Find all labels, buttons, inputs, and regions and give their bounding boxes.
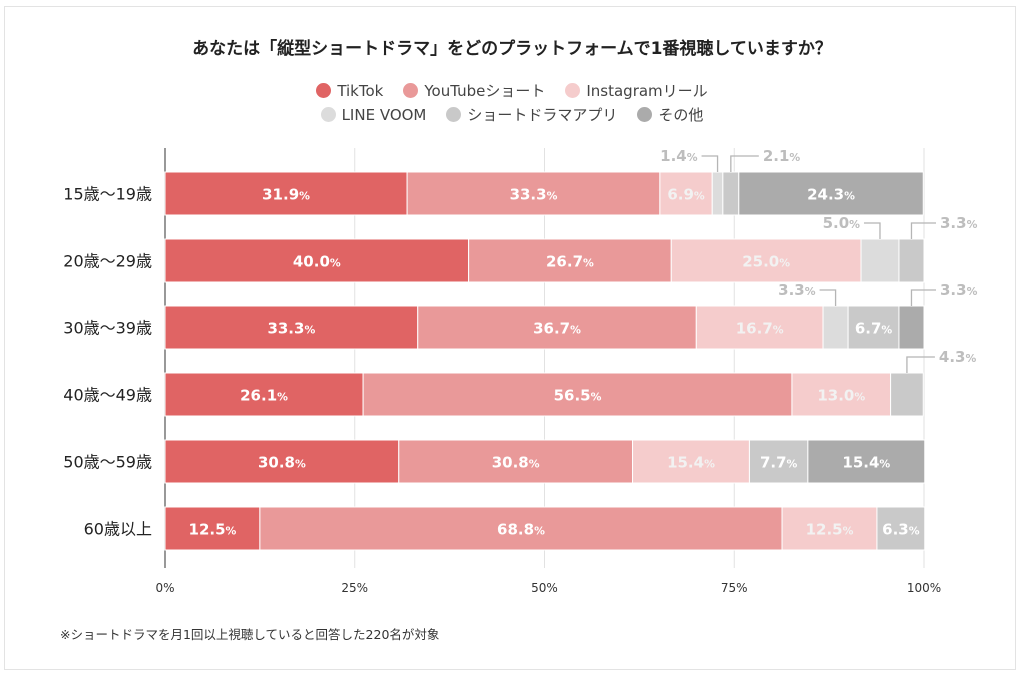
bar-segment (164, 506, 261, 551)
callout-line (910, 289, 936, 306)
data-label: 7.7% (760, 454, 798, 472)
callout-line (906, 356, 935, 373)
bar-segment (417, 305, 697, 350)
x-tick-label: 100% (907, 581, 941, 595)
bar-segment (722, 171, 740, 216)
callout-line (910, 222, 936, 239)
legend-swatch (403, 83, 419, 98)
callout-line (730, 155, 759, 172)
category-label: 20歳〜29歳 (63, 252, 152, 271)
bar-segment (822, 305, 849, 350)
callout-label: 3.3% (940, 214, 978, 232)
bar-segment (847, 305, 900, 350)
legend-item-1: YouTubeショート (403, 80, 545, 101)
legend-row-2: LINE VOOM ショートドラマアプリ その他 (0, 104, 1024, 125)
data-label: 25.0% (742, 253, 790, 271)
data-label: 26.7% (546, 253, 594, 271)
callout-label: 4.3% (939, 348, 977, 366)
category-label: 60歳以上 (84, 520, 152, 539)
data-label: 31.9% (262, 186, 310, 204)
legend-label: ショートドラマアプリ (467, 106, 618, 124)
bar-segment (898, 238, 925, 283)
legend-row-1: TikTok YouTubeショート Instagramリール (0, 80, 1024, 101)
data-label: 40.0% (293, 253, 341, 271)
data-label: 33.3% (267, 320, 315, 338)
x-tick-label: 25% (341, 581, 368, 595)
bar-segment (406, 171, 661, 216)
legend-item-3: LINE VOOM (320, 104, 427, 125)
callout-label: 3.3% (778, 281, 816, 299)
data-label: 6.9% (667, 186, 705, 204)
callout-label: 2.1% (763, 147, 801, 165)
data-label: 15.4% (842, 454, 890, 472)
category-label: 15歳〜19歳 (63, 185, 152, 204)
legend-item-5: その他 (637, 104, 703, 125)
bar-segment (860, 238, 900, 283)
x-tick-label: 0% (155, 581, 174, 595)
bar-segment (632, 439, 750, 484)
data-label: 6.7% (855, 320, 893, 338)
bar-segment (468, 238, 672, 283)
legend-label: その他 (658, 106, 704, 124)
legend-label: LINE VOOM (341, 105, 427, 124)
x-tick-label: 75% (721, 581, 748, 595)
bar-segment (164, 171, 408, 216)
bar-segment (898, 305, 925, 350)
bar-segment (711, 171, 724, 216)
data-label: 12.5% (806, 521, 854, 539)
data-label: 26.1% (240, 387, 288, 405)
bar-segment (164, 372, 364, 417)
callout-label: 5.0% (823, 214, 861, 232)
data-label: 12.5% (189, 521, 237, 539)
bar-segment (791, 372, 892, 417)
footnote: ※ショートドラマを月1回以上視聴していると回答した220名が対象 (60, 627, 440, 642)
data-label: 6.3% (882, 521, 920, 539)
category-label: 50歳〜59歳 (63, 453, 152, 472)
bar-segment (259, 506, 783, 551)
callout-label: 3.3% (940, 281, 978, 299)
category-label: 40歳〜49歳 (63, 386, 152, 405)
legend-swatch (565, 83, 581, 98)
data-label: 30.8% (258, 454, 306, 472)
bar-segment (164, 439, 400, 484)
legend-item-2: Instagramリール (565, 80, 708, 101)
data-label: 36.7% (533, 320, 581, 338)
chart-title: あなたは「縦型ショートドラマ」をどのプラットフォームで1番視聴していますか？ (192, 39, 832, 59)
data-label: 68.8% (497, 521, 545, 539)
data-label: 16.7% (736, 320, 784, 338)
bar-segment (738, 171, 924, 216)
legend-label: Instagramリール (586, 82, 708, 100)
data-label: 56.5% (554, 387, 602, 405)
bar-segment (659, 171, 713, 216)
bar-segment (748, 439, 809, 484)
category-label: 30歳〜39歳 (63, 319, 152, 338)
callout-line (819, 289, 837, 306)
bar-segment (807, 439, 926, 484)
data-label: 13.0% (817, 387, 865, 405)
legend-swatch (320, 107, 336, 122)
legend-swatch (316, 83, 332, 98)
bar-segment (781, 506, 878, 551)
legend-item-0: TikTok (316, 80, 383, 101)
bar-segment (890, 372, 924, 417)
callout-label: 1.4% (660, 147, 698, 165)
x-tick-label: 50% (531, 581, 558, 595)
legend-swatch (446, 107, 462, 122)
bar-segment (164, 305, 419, 350)
legend-label: TikTok (337, 81, 384, 100)
callout-line (701, 155, 719, 172)
bar-segment (670, 238, 862, 283)
data-label: 15.4% (667, 454, 715, 472)
data-label: 30.8% (492, 454, 540, 472)
data-label: 24.3% (807, 186, 855, 204)
legend-item-4: ショートドラマアプリ (446, 104, 617, 125)
legend-label: YouTubeショート (424, 82, 546, 100)
callout-line (863, 222, 881, 239)
legend-swatch (637, 107, 653, 122)
bar-segment (876, 506, 926, 551)
data-label: 33.3% (510, 186, 558, 204)
bar-segment (164, 238, 470, 283)
